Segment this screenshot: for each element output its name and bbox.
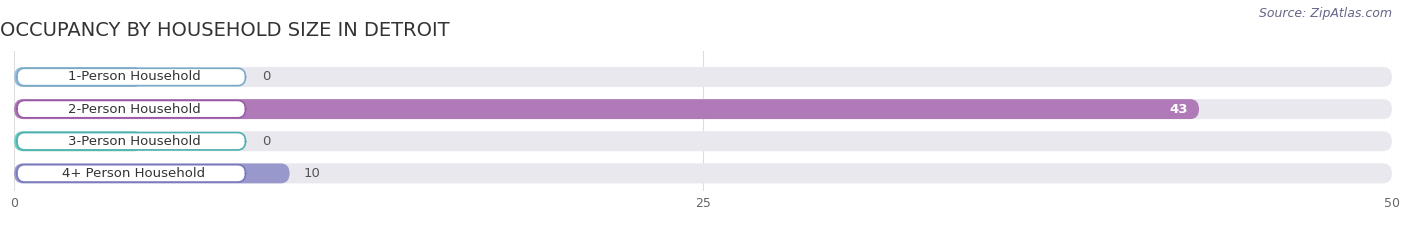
Text: Source: ZipAtlas.com: Source: ZipAtlas.com [1258, 7, 1392, 20]
FancyBboxPatch shape [14, 67, 1392, 87]
FancyBboxPatch shape [14, 99, 1199, 119]
Text: 1-Person Household: 1-Person Household [67, 70, 200, 83]
FancyBboxPatch shape [14, 99, 1392, 119]
Text: 0: 0 [262, 135, 270, 148]
Text: 43: 43 [1170, 103, 1188, 116]
FancyBboxPatch shape [17, 165, 246, 182]
Text: OCCUPANCY BY HOUSEHOLD SIZE IN DETROIT: OCCUPANCY BY HOUSEHOLD SIZE IN DETROIT [0, 21, 450, 40]
Text: 4+ Person Household: 4+ Person Household [62, 167, 205, 180]
FancyBboxPatch shape [14, 163, 290, 183]
FancyBboxPatch shape [17, 100, 246, 118]
FancyBboxPatch shape [14, 131, 143, 151]
FancyBboxPatch shape [14, 131, 1392, 151]
Text: 2-Person Household: 2-Person Household [67, 103, 200, 116]
Text: 0: 0 [262, 70, 270, 83]
FancyBboxPatch shape [17, 133, 246, 150]
FancyBboxPatch shape [17, 68, 246, 86]
Text: 3-Person Household: 3-Person Household [67, 135, 200, 148]
FancyBboxPatch shape [14, 163, 1392, 183]
FancyBboxPatch shape [14, 67, 143, 87]
Text: 10: 10 [304, 167, 321, 180]
